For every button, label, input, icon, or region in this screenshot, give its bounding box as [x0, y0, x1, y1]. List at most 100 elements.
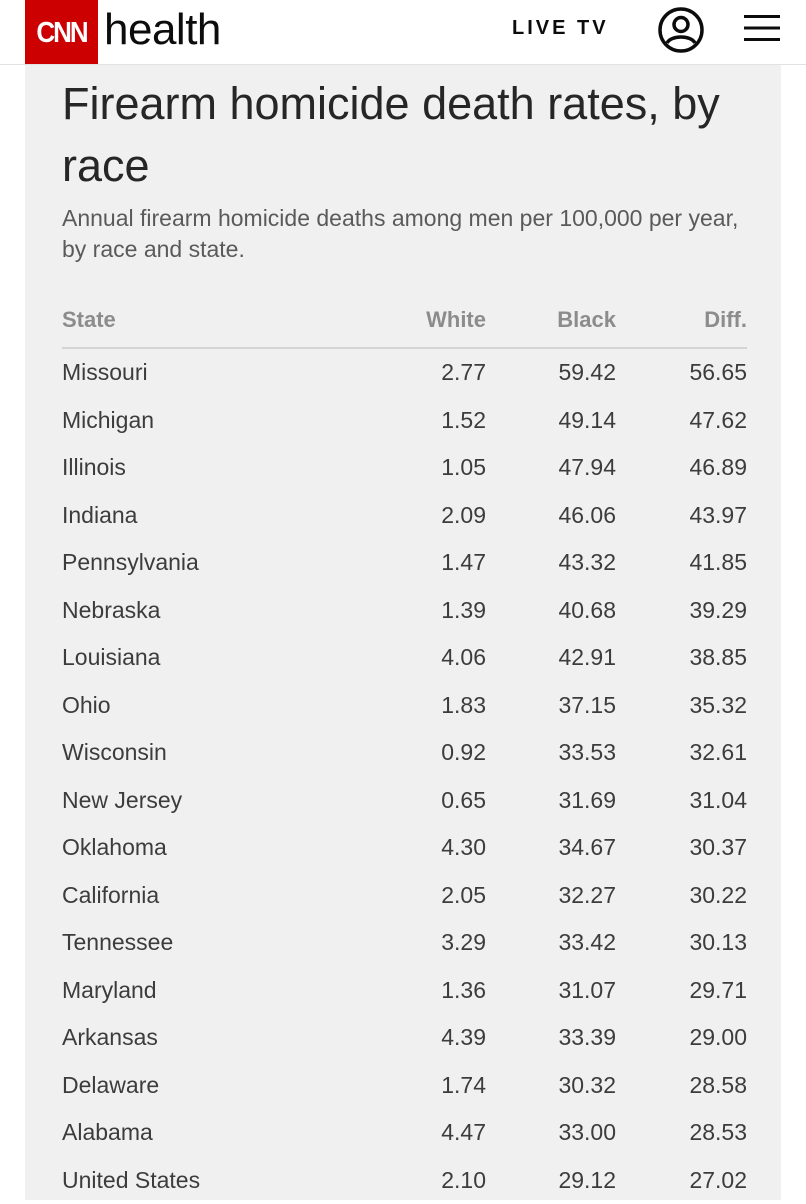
- column-header-state: State: [62, 307, 382, 348]
- cell-diff: 38.85: [616, 634, 747, 682]
- cell-diff: 30.37: [616, 824, 747, 872]
- cell-state: Michigan: [62, 397, 382, 445]
- cell-white: 0.65: [382, 777, 486, 825]
- cell-state: New Jersey: [62, 777, 382, 825]
- cell-diff: 35.32: [616, 682, 747, 730]
- cell-white: 4.06: [382, 634, 486, 682]
- cell-white: 3.29: [382, 919, 486, 967]
- cell-diff: 43.97: [616, 492, 747, 540]
- cell-black: 40.68: [486, 587, 616, 635]
- cell-state: Ohio: [62, 682, 382, 730]
- cell-black: 43.32: [486, 539, 616, 587]
- cell-state: Tennessee: [62, 919, 382, 967]
- cell-black: 47.94: [486, 444, 616, 492]
- cell-black: 29.12: [486, 1157, 616, 1204]
- cell-diff: 29.00: [616, 1014, 747, 1062]
- cell-black: 33.39: [486, 1014, 616, 1062]
- cell-state: Indiana: [62, 492, 382, 540]
- cell-black: 33.00: [486, 1109, 616, 1157]
- hamburger-menu-icon[interactable]: [744, 12, 780, 44]
- cell-state: Wisconsin: [62, 729, 382, 777]
- cnn-logo[interactable]: CNN: [25, 0, 98, 64]
- cell-black: 32.27: [486, 872, 616, 920]
- cell-diff: 28.53: [616, 1109, 747, 1157]
- cell-diff: 30.13: [616, 919, 747, 967]
- logo-text: CNN: [36, 15, 86, 49]
- cell-diff: 30.22: [616, 872, 747, 920]
- cell-white: 2.05: [382, 872, 486, 920]
- cell-state: Illinois: [62, 444, 382, 492]
- cell-white: 1.47: [382, 539, 486, 587]
- cell-white: 4.47: [382, 1109, 486, 1157]
- cell-black: 30.32: [486, 1062, 616, 1110]
- cell-white: 2.77: [382, 348, 486, 397]
- cell-state: Missouri: [62, 348, 382, 397]
- cell-black: 42.91: [486, 634, 616, 682]
- cell-black: 31.07: [486, 967, 616, 1015]
- cell-black: 33.53: [486, 729, 616, 777]
- cell-diff: 32.61: [616, 729, 747, 777]
- cell-white: 2.10: [382, 1157, 486, 1204]
- cell-state: Nebraska: [62, 587, 382, 635]
- cell-white: 1.39: [382, 587, 486, 635]
- cell-state: California: [62, 872, 382, 920]
- cell-diff: 41.85: [616, 539, 747, 587]
- cell-state: Oklahoma: [62, 824, 382, 872]
- cell-black: 34.67: [486, 824, 616, 872]
- cell-white: 2.09: [382, 492, 486, 540]
- cell-diff: 47.62: [616, 397, 747, 445]
- cell-black: 33.42: [486, 919, 616, 967]
- cell-diff: 28.58: [616, 1062, 747, 1110]
- chart-card: Firearm homicide death rates, by race An…: [25, 65, 781, 1200]
- cell-white: 4.30: [382, 824, 486, 872]
- cell-white: 1.36: [382, 967, 486, 1015]
- cell-black: 37.15: [486, 682, 616, 730]
- page-subtitle: Annual firearm homicide deaths among men…: [62, 203, 762, 265]
- cell-black: 46.06: [486, 492, 616, 540]
- section-name[interactable]: health: [104, 4, 221, 56]
- cell-diff: 56.65: [616, 348, 747, 397]
- cell-state: Delaware: [62, 1062, 382, 1110]
- cell-diff: 29.71: [616, 967, 747, 1015]
- cell-white: 1.74: [382, 1062, 486, 1110]
- cell-white: 4.39: [382, 1014, 486, 1062]
- column-header-white: White: [382, 307, 486, 348]
- page-title: Firearm homicide death rates, by race: [62, 73, 762, 197]
- account-circle-icon[interactable]: [656, 5, 706, 55]
- cell-state: Maryland: [62, 967, 382, 1015]
- live-tv-link[interactable]: LIVE TV: [512, 17, 609, 40]
- cell-diff: 31.04: [616, 777, 747, 825]
- cell-white: 1.52: [382, 397, 486, 445]
- site-header: CNN health LIVE TV: [0, 0, 806, 65]
- cell-white: 1.05: [382, 444, 486, 492]
- cell-state: Pennsylvania: [62, 539, 382, 587]
- cell-white: 1.83: [382, 682, 486, 730]
- cell-state: Arkansas: [62, 1014, 382, 1062]
- cell-black: 49.14: [486, 397, 616, 445]
- cell-black: 31.69: [486, 777, 616, 825]
- cell-state: Alabama: [62, 1109, 382, 1157]
- column-header-diff: Diff.: [616, 307, 747, 348]
- table-header-row: State White Black Diff.: [62, 307, 747, 348]
- column-header-black: Black: [486, 307, 616, 348]
- cell-diff: 27.02: [616, 1157, 747, 1204]
